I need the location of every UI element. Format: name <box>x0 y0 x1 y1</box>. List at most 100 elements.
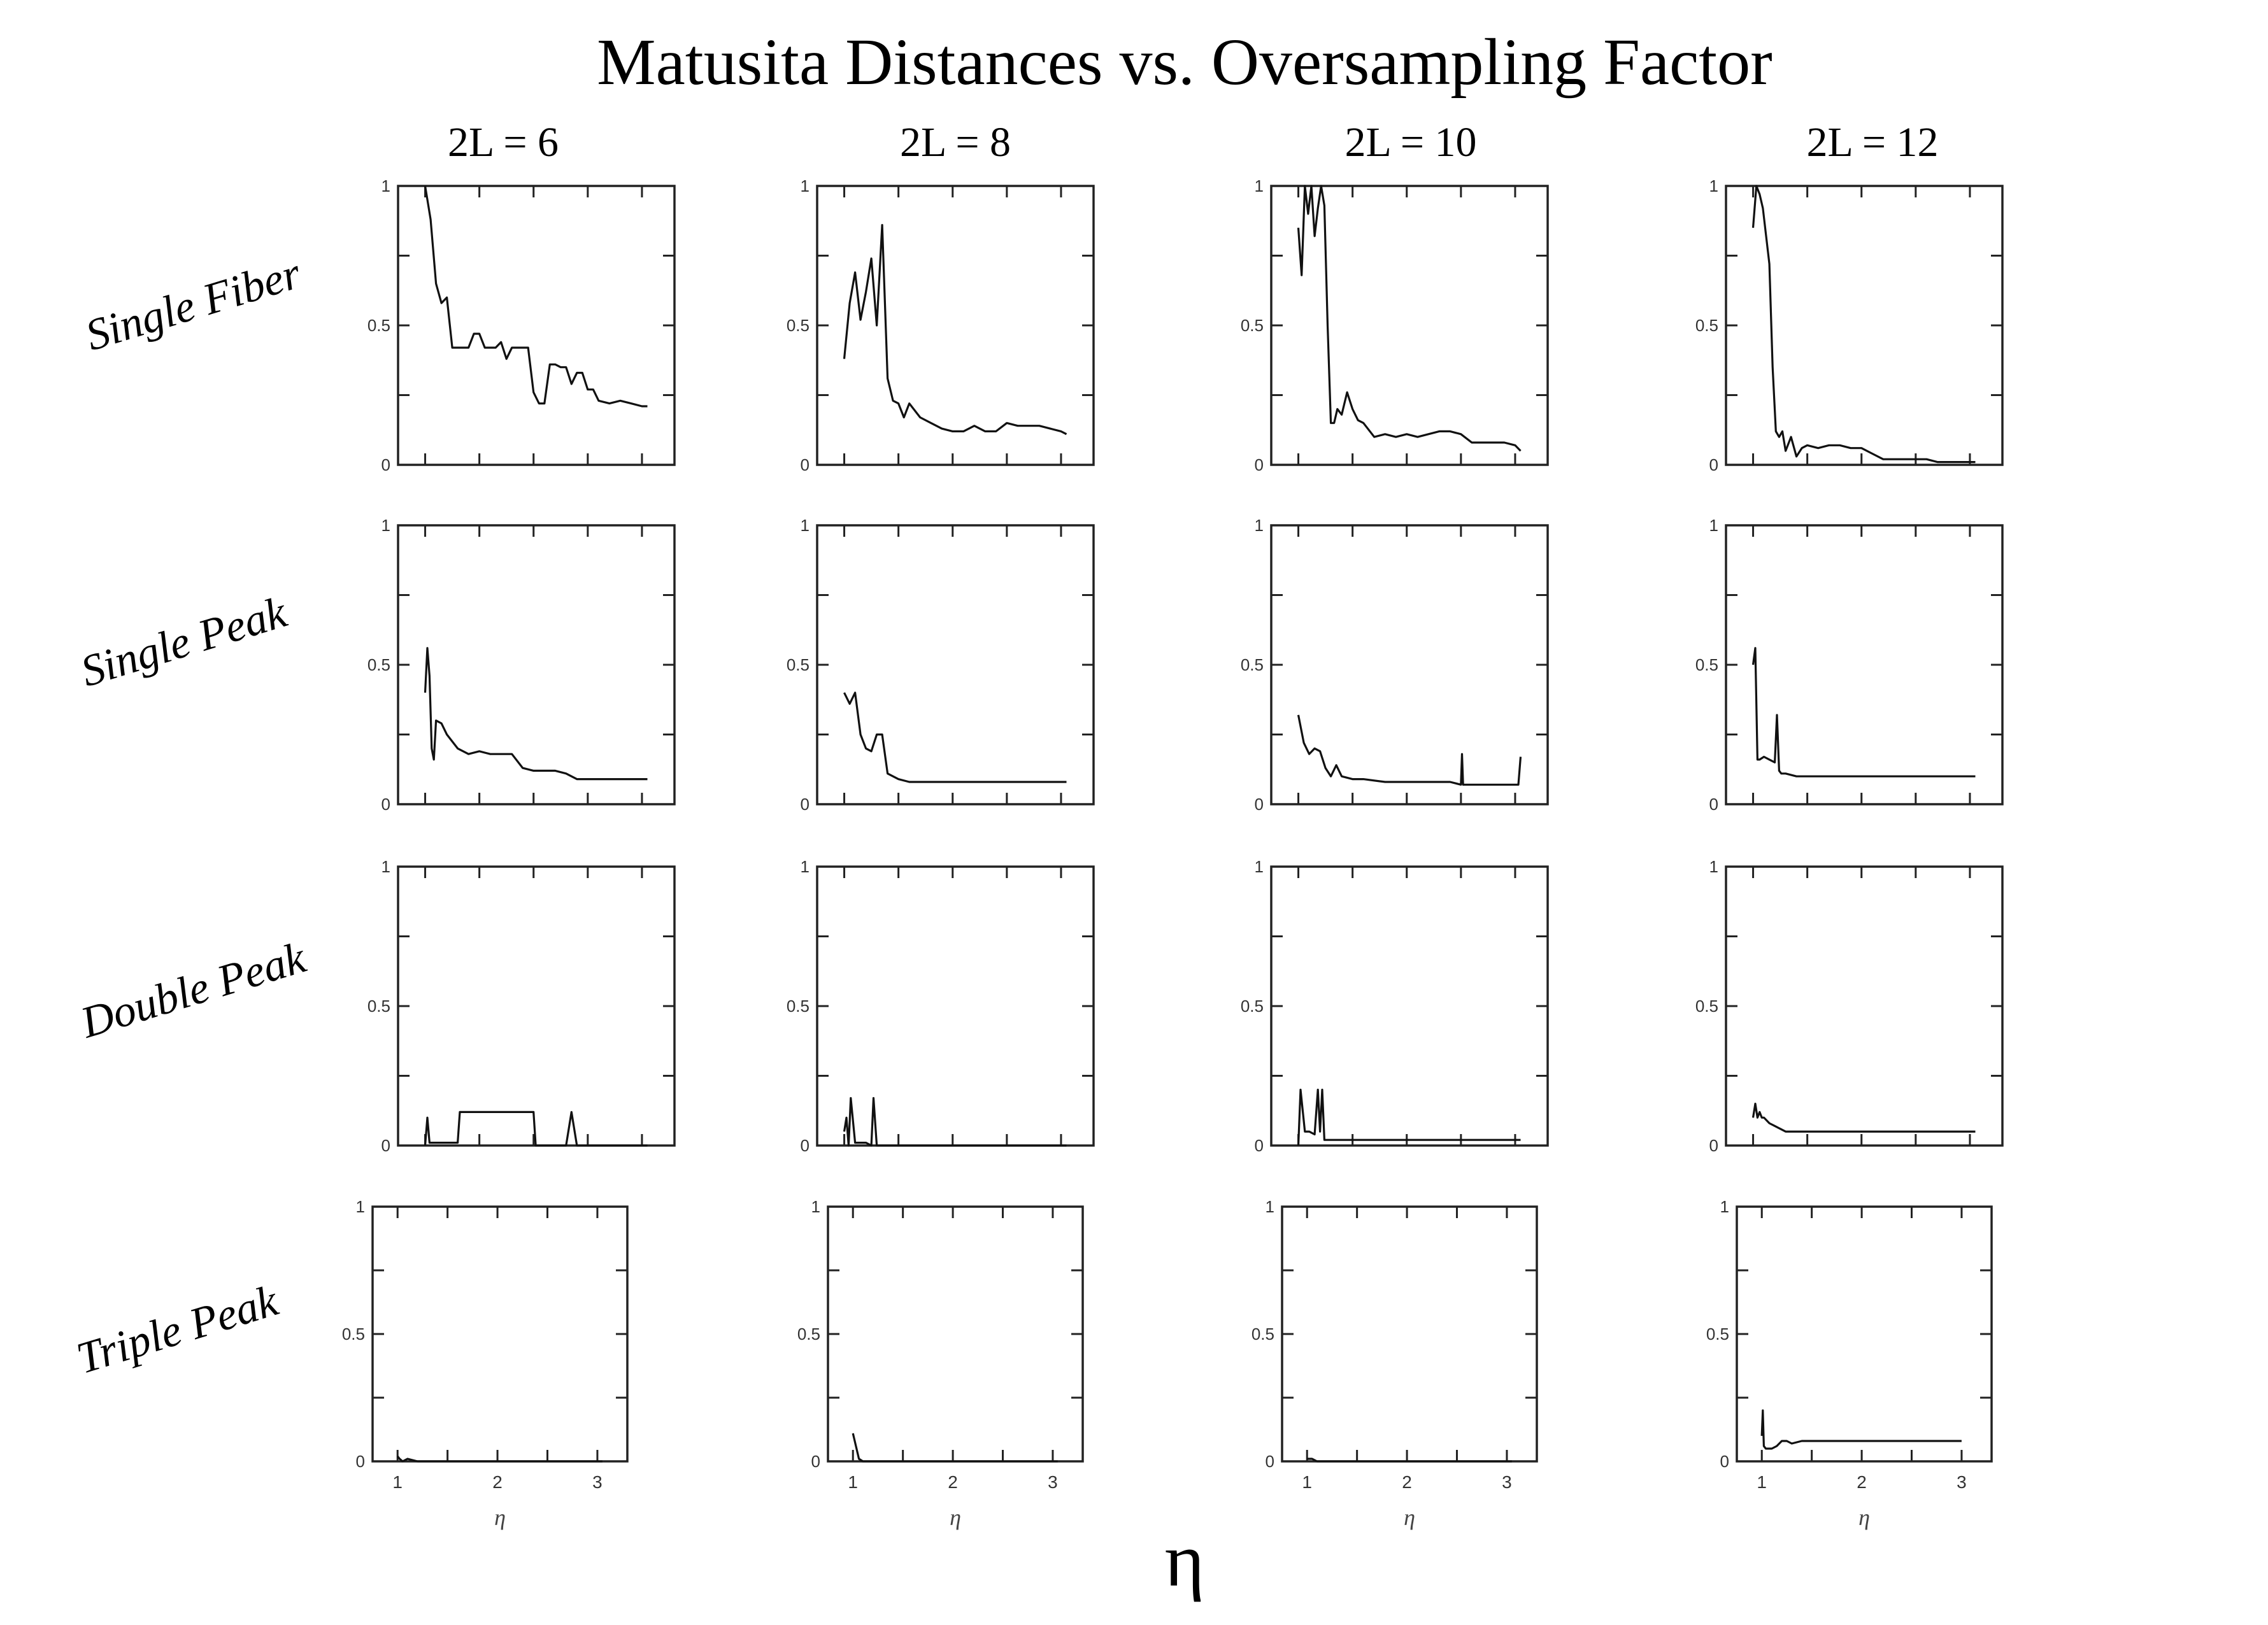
series-line <box>424 1111 648 1147</box>
subplot: 00.51 <box>787 857 1095 1155</box>
x-axis-label: η <box>494 1505 506 1530</box>
y-tick-label: 0 <box>1709 795 1718 814</box>
subplot: 0 0.5 1 1 2 3 η <box>1706 1197 1993 1530</box>
y-tick-label: 1 <box>1709 516 1718 535</box>
subplot: 0 0.5 1 1 2 3 η <box>797 1197 1084 1530</box>
y-tick-label: 0.5 <box>787 655 809 674</box>
subplot: 0 0.5 1 1 2 3 η <box>1252 1197 1538 1530</box>
x-axis-label: η <box>950 1505 961 1530</box>
subplot: 00.51 <box>1241 857 1549 1155</box>
y-tick-label: 0 <box>1709 455 1718 474</box>
chart-title: Matusita Distances vs. Oversampling Fact… <box>597 25 1772 99</box>
y-tick-label: 0 <box>382 795 390 814</box>
subplot: 00.51 <box>367 176 676 474</box>
subplot: 00.51 <box>1241 176 1549 474</box>
y-tick-label: 0 <box>1720 1452 1729 1471</box>
subplot: 00.51 <box>787 516 1095 814</box>
series-line <box>843 692 1067 783</box>
subplot: 00.51 <box>1695 857 2004 1155</box>
y-tick-label: 1 <box>801 857 809 876</box>
y-tick-label: 0.5 <box>1695 997 1718 1016</box>
y-tick-label: 0.5 <box>1241 997 1264 1016</box>
subplot: 00.51 <box>1695 176 2004 474</box>
x-tick-label: 3 <box>1957 1472 1967 1492</box>
x-tick-label: 1 <box>1302 1472 1312 1492</box>
y-tick-label: 0 <box>811 1452 820 1471</box>
series-line <box>396 1456 603 1463</box>
y-tick-label: 0 <box>382 455 390 474</box>
x-tick-label: 3 <box>592 1472 603 1492</box>
x-tick-label: 2 <box>1857 1472 1867 1492</box>
y-tick-label: 1 <box>801 176 809 195</box>
y-tick-label: 0 <box>801 455 809 474</box>
x-tick-label: 2 <box>492 1472 503 1492</box>
y-tick-label: 0.5 <box>1706 1324 1729 1344</box>
y-tick-label: 0.5 <box>1241 655 1264 674</box>
series-line <box>1297 714 1522 786</box>
y-tick-label: 0 <box>1709 1136 1718 1155</box>
y-tick-label: 1 <box>1255 857 1264 876</box>
column-header: 2L = 10 <box>1344 119 1476 166</box>
y-tick-label: 0.5 <box>1695 655 1718 674</box>
y-tick-label: 0.5 <box>797 1324 820 1344</box>
series-line <box>1297 185 1522 452</box>
subplot: 00.51 <box>367 516 676 814</box>
series-line <box>1307 1458 1512 1463</box>
x-tick-label: 1 <box>392 1472 403 1492</box>
y-tick-label: 1 <box>1266 1197 1274 1216</box>
y-tick-label: 0.5 <box>1695 316 1718 335</box>
series-line <box>1751 1102 1976 1133</box>
column-header: 2L = 8 <box>900 119 1011 166</box>
column-header: 2L = 12 <box>1806 119 1938 166</box>
y-tick-label: 0 <box>1266 1452 1274 1471</box>
y-tick-label: 1 <box>356 1197 365 1216</box>
x-axis-label: η <box>1404 1505 1415 1530</box>
x-axis-label: η <box>1858 1505 1870 1530</box>
subplot: 00.51 <box>367 857 676 1155</box>
y-tick-label: 0.5 <box>1252 1324 1274 1344</box>
x-tick-label: 1 <box>848 1472 858 1492</box>
y-tick-label: 0 <box>382 1136 390 1155</box>
series-line <box>1297 1088 1521 1146</box>
y-tick-label: 1 <box>1709 176 1718 195</box>
x-tick-label: 2 <box>948 1472 958 1492</box>
y-tick-label: 1 <box>1720 1197 1729 1216</box>
x-tick-label: 1 <box>1757 1472 1767 1492</box>
y-tick-label: 0 <box>801 1136 809 1155</box>
series-line <box>1751 647 1976 777</box>
series-line <box>424 647 648 781</box>
subplot: 0 0.5 1 1 2 3 η <box>342 1197 629 1530</box>
y-tick-label: 1 <box>1709 857 1718 876</box>
series-line <box>843 224 1067 436</box>
y-tick-label: 0.5 <box>787 997 809 1016</box>
figure-x-axis-label: η <box>1165 1517 1205 1602</box>
y-tick-label: 1 <box>1255 176 1264 195</box>
y-tick-label: 1 <box>382 176 390 195</box>
subplot: 00.51 <box>1695 516 2004 814</box>
series-line <box>852 1433 1058 1463</box>
y-tick-label: 0 <box>1255 795 1264 814</box>
column-header: 2L = 6 <box>448 119 559 166</box>
series-line <box>1751 185 1976 464</box>
x-tick-label: 3 <box>1048 1472 1058 1492</box>
y-tick-label: 0 <box>1255 1136 1264 1155</box>
y-tick-label: 0.5 <box>342 1324 365 1344</box>
y-tick-label: 1 <box>811 1197 820 1216</box>
y-tick-label: 1 <box>801 516 809 535</box>
y-tick-label: 0 <box>356 1452 365 1471</box>
y-tick-label: 1 <box>382 857 390 876</box>
subplot: 00.51 <box>1241 516 1549 814</box>
x-tick-label: 2 <box>1402 1472 1412 1492</box>
subplot: 00.51 <box>787 176 1095 474</box>
y-tick-label: 0.5 <box>367 655 390 674</box>
y-tick-label: 0 <box>1255 455 1264 474</box>
series-line <box>424 185 648 408</box>
x-tick-label: 3 <box>1502 1472 1512 1492</box>
series-line <box>1760 1409 1962 1450</box>
y-tick-label: 0.5 <box>367 316 390 335</box>
y-tick-label: 0.5 <box>1241 316 1264 335</box>
y-tick-label: 1 <box>382 516 390 535</box>
y-tick-label: 0.5 <box>787 316 809 335</box>
